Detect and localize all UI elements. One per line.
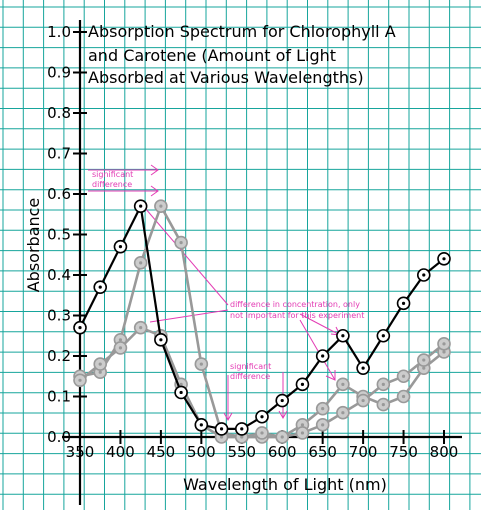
x-tick-labels: 350 400 450 500 550 600 650 700 750 800: [66, 443, 459, 461]
series-2-point-dot: [321, 407, 325, 411]
x-tick-label: 750: [389, 443, 418, 461]
series-3-point-dot: [341, 411, 345, 415]
y-tick-label: 0.7: [47, 145, 71, 163]
series-2-point-dot: [401, 394, 406, 399]
x-tick-label: 650: [308, 443, 337, 461]
chart-title: Absorption Spectrum for Chlorophyll A an…: [88, 22, 396, 87]
series-group: [73, 199, 451, 444]
series-2-point-dot: [179, 241, 183, 245]
series-3-point-dot: [98, 362, 102, 366]
series-2-point-dot: [442, 350, 446, 354]
annotation-2-arrowhead-c: [325, 370, 336, 381]
series-1-point-dot: [179, 390, 183, 395]
series-3-point-dot: [361, 398, 365, 403]
y-tick-label: 0.0: [47, 428, 71, 446]
y-tick-label: 0.1: [47, 388, 71, 406]
series-1-point-dot: [381, 334, 385, 338]
series-1-point-dot: [199, 423, 203, 427]
series-2-point-dot: [118, 338, 123, 342]
series-1-point-dot: [78, 326, 82, 330]
y-axis-title: Absorbance: [24, 198, 43, 293]
series-2-point-dot: [139, 261, 143, 265]
annotation-concentration-difference: difference in concentration, only not im…: [144, 207, 364, 381]
series-1-point-dot: [98, 285, 102, 289]
series-1-point-dot: [159, 338, 163, 342]
series-3-point-dot: [139, 326, 143, 330]
series-3-point-dot: [240, 435, 244, 439]
annotations: significant difference difference in con…: [88, 164, 364, 422]
series-1-point-dot: [361, 366, 365, 370]
series-3-point-dot: [401, 374, 406, 378]
series-1: [73, 199, 451, 436]
y-tick-label: 0.6: [47, 185, 71, 203]
series-1-point-dot: [300, 382, 305, 386]
annotation-1-arrowhead-top: [150, 164, 159, 176]
chart-title-line-3: Absorbed at Various Wavelengths): [88, 68, 364, 87]
x-tick-label: 350: [66, 443, 95, 461]
y-tick-label: 1.0: [47, 23, 71, 41]
annotation-1-arrowhead-bottom: [150, 185, 159, 197]
series-2-point-dot: [300, 423, 305, 427]
series-1-point-dot: [240, 427, 244, 431]
series-1-point-dot: [260, 415, 264, 419]
series-2-point-dot: [159, 204, 163, 208]
series-1-point-dot: [442, 257, 446, 261]
annotation-1-line-1: significant: [92, 170, 133, 179]
x-tick-label: 800: [430, 443, 459, 461]
series-2-point-dot: [422, 366, 426, 370]
series-1-point-dot: [401, 301, 406, 305]
series-3-point-dot: [381, 382, 385, 386]
series-3-point-dot: [422, 358, 426, 362]
series-1-point-dot: [139, 204, 143, 208]
annotation-significant-difference-1: significant difference: [88, 164, 159, 197]
annotation-3-line-2: difference: [230, 372, 270, 381]
series-1-point-dot: [422, 273, 426, 277]
series-3-point-dot: [442, 342, 446, 346]
x-tick-label: 400: [106, 443, 135, 461]
series-3-point-dot: [118, 346, 123, 350]
series-2-point-dot: [341, 382, 345, 386]
series-1-point-dot: [219, 427, 224, 431]
annotation-3-arrowhead-b: [278, 410, 288, 420]
series-1-point-dot: [341, 334, 345, 338]
series-3-point-dot: [78, 378, 82, 382]
annotation-2-arrow-b: [149, 309, 229, 323]
annotation-2-line-2: not important for this experiment: [230, 311, 364, 320]
annotation-3-arrowhead-a: [223, 412, 233, 422]
series-3-point-dot: [280, 435, 284, 439]
x-tick-label: 500: [187, 443, 216, 461]
series-2-point-dot: [98, 370, 102, 374]
y-tick-label: 0.2: [47, 347, 71, 365]
annotation-2-arrow-c: [299, 319, 336, 381]
annotation-1-line-2: difference: [92, 180, 132, 189]
y-tick-label: 0.8: [47, 104, 71, 122]
x-tick-label: 600: [268, 443, 297, 461]
y-tick-label: 0.3: [47, 307, 71, 325]
annotation-2-arrow-a: [144, 207, 229, 306]
x-tick-label: 700: [349, 443, 378, 461]
x-tick-label: 550: [227, 443, 256, 461]
chart-title-line-1: Absorption Spectrum for Chlorophyll A: [88, 22, 396, 41]
y-tick-label: 0.4: [47, 266, 71, 284]
y-tick-labels: 0.0 0.1 0.2 0.3 0.4 0.5 0.6 0.7 0.8 0.9 1.0: [47, 23, 71, 446]
x-axis-title: Wavelength of Light (nm): [183, 475, 387, 494]
series-3-point-dot: [260, 431, 264, 435]
series-3-point-dot: [321, 423, 325, 427]
series-3-point-dot: [300, 431, 305, 435]
x-tick-label: 450: [147, 443, 176, 461]
annotation-2-arrow-d: [299, 313, 341, 336]
annotation-2-line-1: difference in concentration, only: [230, 300, 360, 309]
series-1-point-dot: [280, 398, 284, 403]
series-3-point-dot: [179, 382, 183, 386]
annotation-3-line-1: significant: [230, 362, 271, 371]
series-2-point-dot: [199, 362, 203, 366]
y-tick-label: 0.5: [47, 226, 71, 244]
y-tick-label: 0.9: [47, 64, 71, 82]
chart-title-line-2: and Carotene (Amount of Light: [88, 46, 336, 65]
series-2-point-dot: [381, 403, 385, 407]
series-1-point-dot: [118, 245, 123, 249]
series-1-point-dot: [321, 354, 325, 358]
series-3-point-dot: [219, 435, 224, 439]
